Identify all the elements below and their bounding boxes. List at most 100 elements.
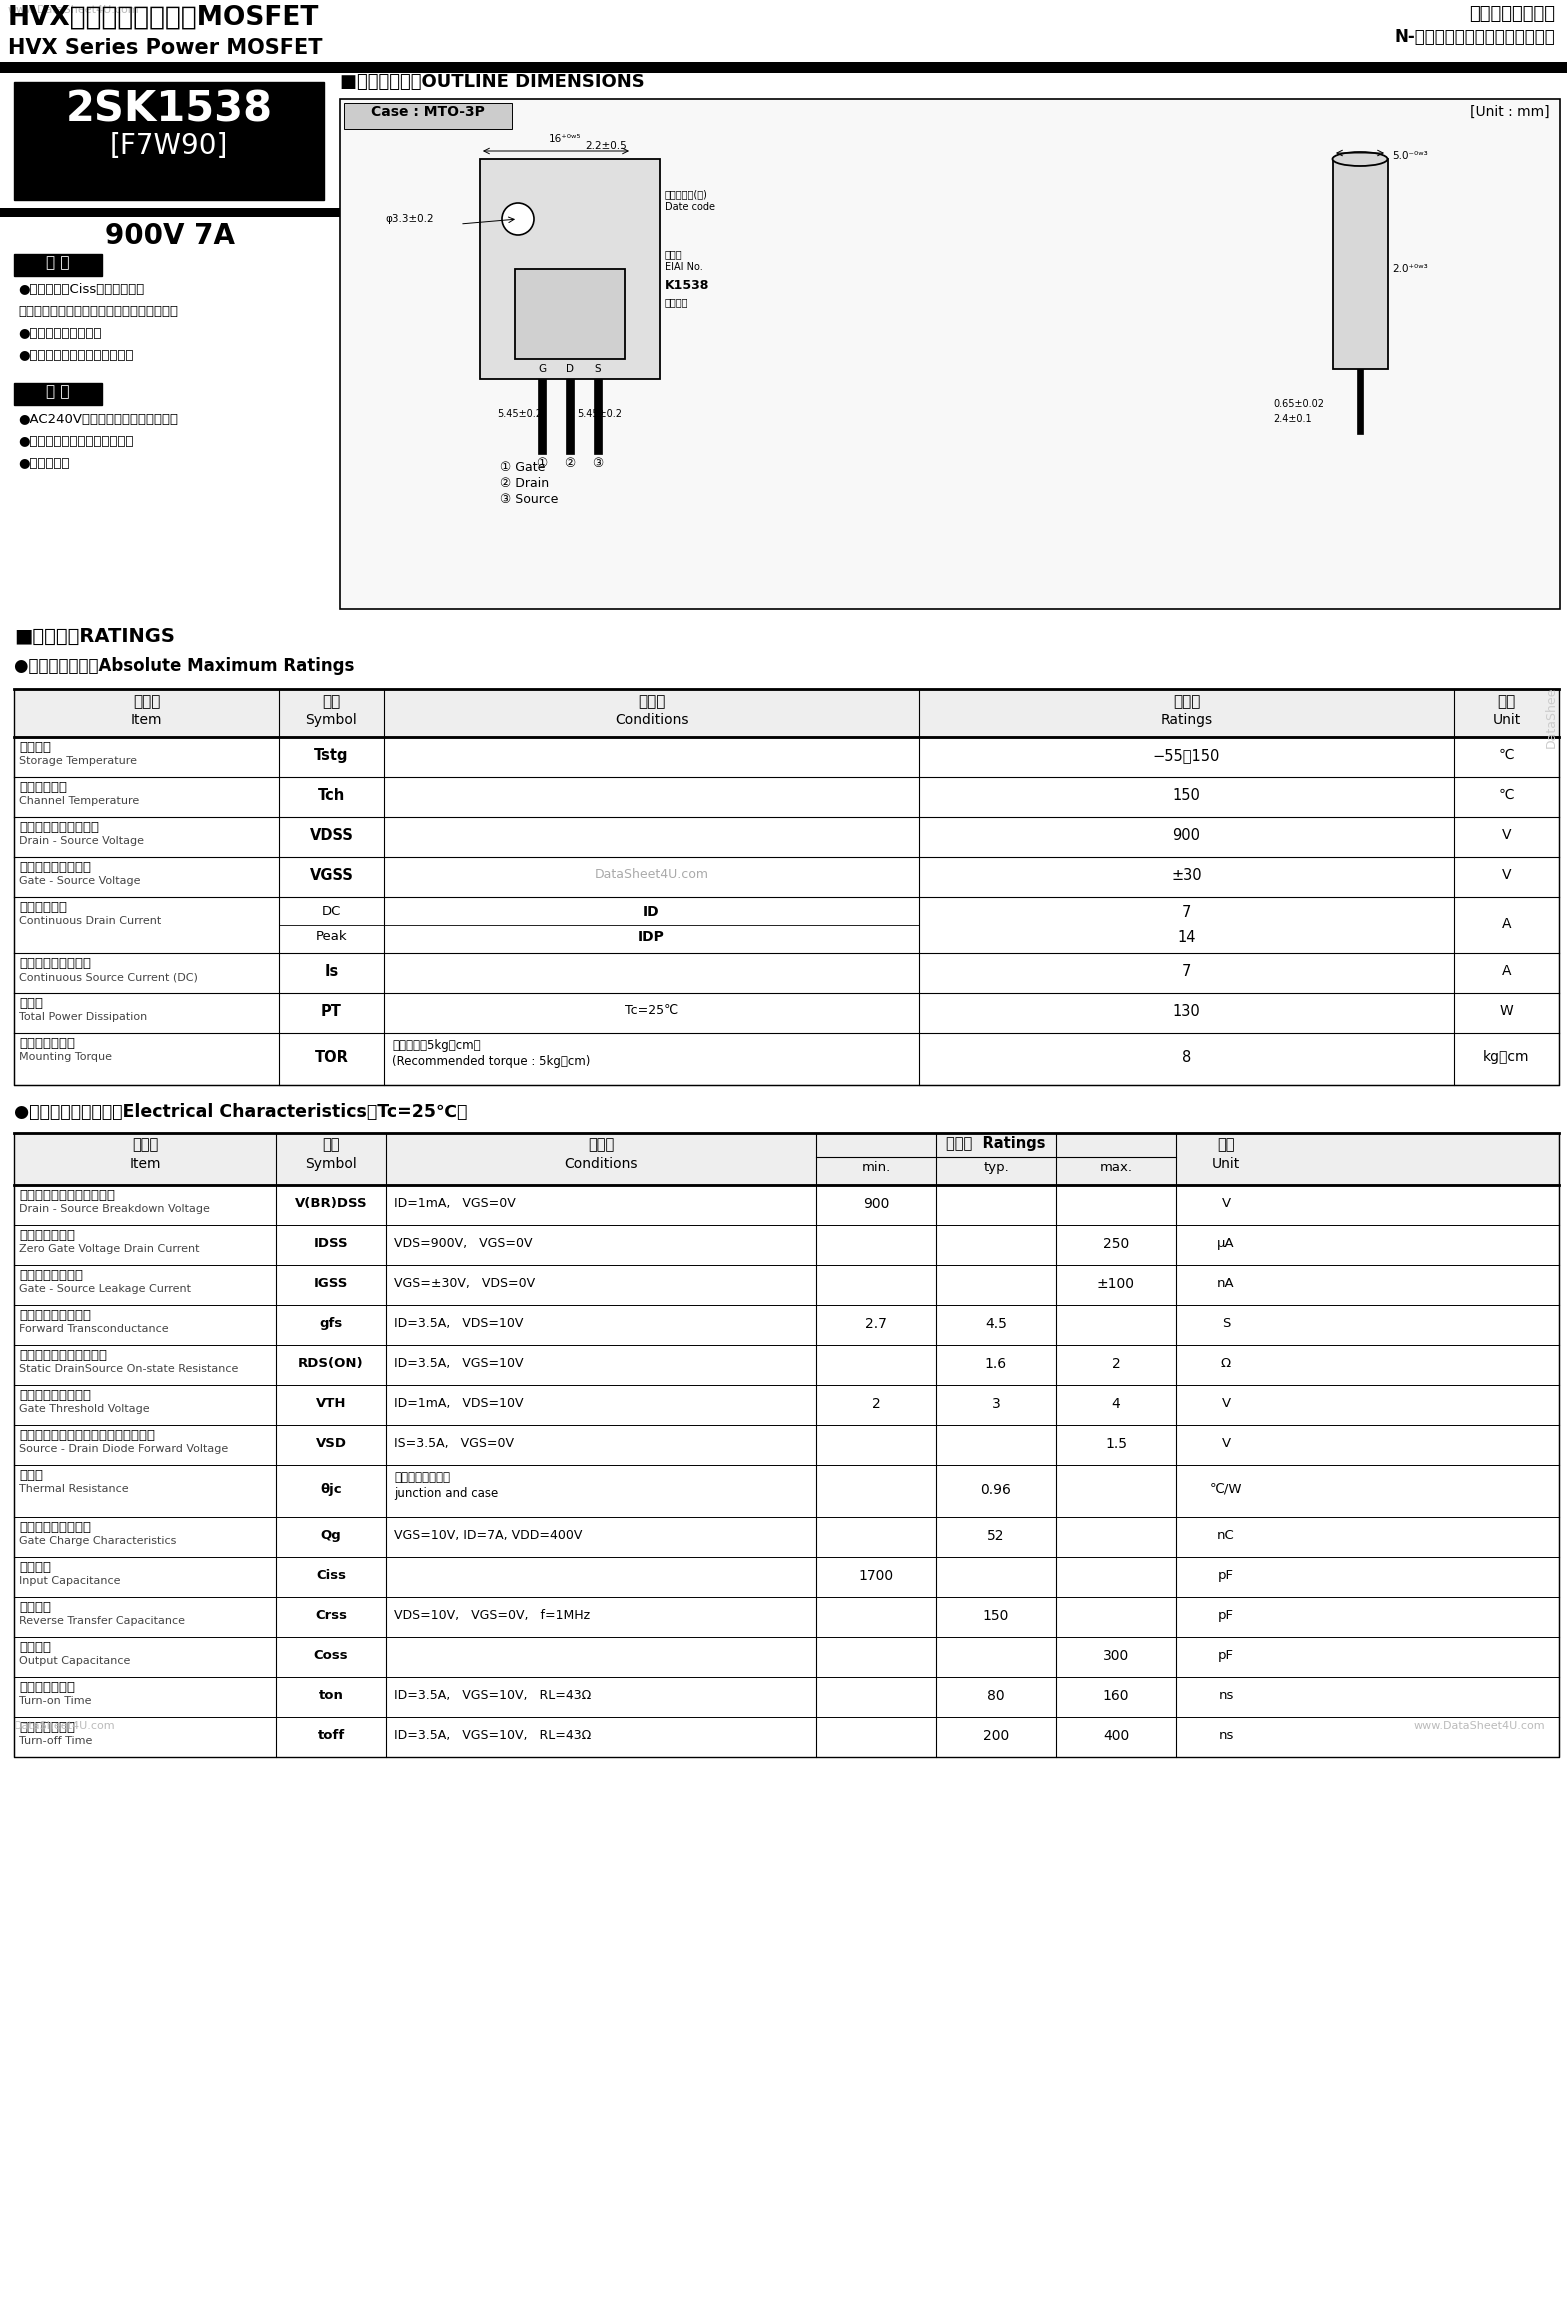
Bar <box>345 103 512 129</box>
Text: Date code: Date code <box>664 202 715 211</box>
Text: 条　件: 条 件 <box>638 694 664 710</box>
Text: Unit: Unit <box>1492 712 1520 726</box>
Text: TOR: TOR <box>315 1050 348 1066</box>
Text: VSD: VSD <box>315 1438 346 1449</box>
Text: Tc=25℃: Tc=25℃ <box>625 1004 679 1018</box>
Ellipse shape <box>1332 152 1387 165</box>
Text: ns: ns <box>1218 1688 1233 1702</box>
Text: Gate - Source Voltage: Gate - Source Voltage <box>19 875 141 887</box>
Circle shape <box>501 202 534 234</box>
Text: ゲート逆方向電流: ゲート逆方向電流 <box>19 1268 83 1282</box>
Text: nC: nC <box>1218 1530 1235 1541</box>
Text: ID=3.5A,   VDS=10V: ID=3.5A, VDS=10V <box>393 1316 523 1330</box>
Text: 2: 2 <box>871 1397 881 1410</box>
Text: ■外形寸法図　OUTLINE DIMENSIONS: ■外形寸法図 OUTLINE DIMENSIONS <box>340 74 644 92</box>
Text: gfs: gfs <box>320 1316 343 1330</box>
Text: EIAI No.: EIAI No. <box>664 262 702 271</box>
Text: 14: 14 <box>1177 930 1196 944</box>
Text: RDS(ON): RDS(ON) <box>298 1358 364 1369</box>
Text: ①: ① <box>536 457 547 471</box>
Text: 3: 3 <box>992 1397 1000 1410</box>
Text: ドレイン・ソース間抗抗: ドレイン・ソース間抗抗 <box>19 1348 107 1362</box>
Text: Turn-on Time: Turn-on Time <box>19 1695 91 1707</box>
Text: 締め付けトルク: 締め付けトルク <box>19 1036 75 1050</box>
Text: 項　目: 項 目 <box>132 1137 158 1153</box>
Text: 保存温度: 保存温度 <box>19 742 52 753</box>
Text: ℃: ℃ <box>1498 749 1514 763</box>
Text: ターンオン時間: ターンオン時間 <box>19 1681 75 1693</box>
Text: 52: 52 <box>987 1530 1004 1544</box>
Text: ドレイン逆電流: ドレイン逆電流 <box>19 1229 75 1243</box>
Text: DataShee: DataShee <box>1545 687 1558 749</box>
Text: 150: 150 <box>983 1608 1009 1624</box>
Text: 帰還容量: 帰還容量 <box>19 1601 52 1615</box>
Bar <box>340 99 1561 609</box>
Text: ●入力容量（Ciss）が小さい。: ●入力容量（Ciss）が小さい。 <box>17 283 144 296</box>
Text: 16⁺⁰ʷ⁵: 16⁺⁰ʷ⁵ <box>548 133 581 145</box>
Text: ●スイッチング方式の高圧電源: ●スイッチング方式の高圧電源 <box>17 434 133 448</box>
Text: 接合部・ケース間: 接合部・ケース間 <box>393 1470 450 1484</box>
Text: 全損失: 全損失 <box>19 997 42 1011</box>
Text: VTH: VTH <box>315 1397 346 1410</box>
Text: D: D <box>566 363 574 374</box>
Text: 規格値  Ratings: 規格値 Ratings <box>946 1137 1045 1151</box>
Text: Coss: Coss <box>313 1649 348 1663</box>
Text: Case : MTO-3P: Case : MTO-3P <box>371 106 484 119</box>
Text: ID=3.5A,   VGS=10V,   RL=43Ω: ID=3.5A, VGS=10V, RL=43Ω <box>393 1688 591 1702</box>
Text: ID=1mA,   VGS=0V: ID=1mA, VGS=0V <box>393 1197 516 1211</box>
Bar <box>0 209 340 216</box>
Text: N-チャネル、エンハンスメント型: N-チャネル、エンハンスメント型 <box>1395 28 1554 46</box>
Text: Forward Transconductance: Forward Transconductance <box>19 1323 169 1335</box>
Text: ℃: ℃ <box>1498 788 1514 802</box>
Text: 900: 900 <box>863 1197 888 1211</box>
Text: 80: 80 <box>987 1688 1004 1702</box>
Text: ③ Source: ③ Source <box>500 494 558 505</box>
Text: 2: 2 <box>1111 1358 1120 1371</box>
Text: ソース・ドレイン逆ダイオード順電圧: ソース・ドレイン逆ダイオード順電圧 <box>19 1429 155 1443</box>
Text: φ3.3±0.2: φ3.3±0.2 <box>385 214 434 225</box>
Text: 900: 900 <box>1172 827 1200 843</box>
Text: 入力容量: 入力容量 <box>19 1562 52 1573</box>
Bar <box>566 379 574 455</box>
Text: DataSheet4U.com: DataSheet4U.com <box>14 1720 116 1732</box>
Text: nA: nA <box>1218 1277 1235 1291</box>
Text: VGSS: VGSS <box>310 868 354 882</box>
Text: θjc: θjc <box>320 1484 342 1495</box>
Text: www.DataSheet4U.com: www.DataSheet4U.com <box>8 5 139 16</box>
Text: V: V <box>1221 1397 1230 1410</box>
Text: Output Capacitance: Output Capacitance <box>19 1656 130 1665</box>
Text: Peak: Peak <box>315 930 348 944</box>
Text: Symbol: Symbol <box>306 1158 357 1171</box>
Bar <box>14 737 1559 776</box>
Text: W: W <box>1500 1004 1514 1018</box>
Text: 160: 160 <box>1103 1688 1130 1702</box>
Text: ±30: ±30 <box>1171 868 1202 882</box>
Text: ゲートチャージ特性: ゲートチャージ特性 <box>19 1521 91 1534</box>
Text: 0.96: 0.96 <box>981 1484 1011 1498</box>
Text: DataSheet4U.com: DataSheet4U.com <box>594 868 708 882</box>
Text: 用 途: 用 途 <box>47 384 71 400</box>
Text: 900V 7A: 900V 7A <box>105 223 235 250</box>
Text: 4: 4 <box>1111 1397 1120 1410</box>
Text: A: A <box>1501 965 1511 979</box>
Text: Source - Drain Diode Forward Voltage: Source - Drain Diode Forward Voltage <box>19 1445 229 1454</box>
Text: 1.6: 1.6 <box>986 1358 1008 1371</box>
Bar <box>14 776 1559 818</box>
Text: ターンオフ時間: ターンオフ時間 <box>19 1720 75 1734</box>
Text: 7: 7 <box>1182 965 1191 979</box>
Text: Is: Is <box>324 965 338 979</box>
Text: ●スイッチングタイムが速い。: ●スイッチングタイムが速い。 <box>17 349 133 363</box>
Bar <box>14 992 1559 1034</box>
Text: Storage Temperature: Storage Temperature <box>19 756 136 765</box>
Text: ■定格表　RATINGS: ■定格表 RATINGS <box>14 627 176 645</box>
Text: 特 長: 特 長 <box>47 255 71 271</box>
Text: IGSS: IGSS <box>313 1277 348 1291</box>
Text: Reverse Transfer Capacitance: Reverse Transfer Capacitance <box>19 1617 185 1626</box>
Text: Conditions: Conditions <box>614 712 688 726</box>
Text: 5.45±0.2: 5.45±0.2 <box>497 409 542 418</box>
Text: ID=1mA,   VDS=10V: ID=1mA, VDS=10V <box>393 1397 523 1410</box>
Text: 130: 130 <box>1172 1004 1200 1020</box>
Text: V(BR)DSS: V(BR)DSS <box>295 1197 367 1211</box>
Text: V: V <box>1501 827 1511 843</box>
Text: Continuous Source Current (DC): Continuous Source Current (DC) <box>19 972 197 983</box>
